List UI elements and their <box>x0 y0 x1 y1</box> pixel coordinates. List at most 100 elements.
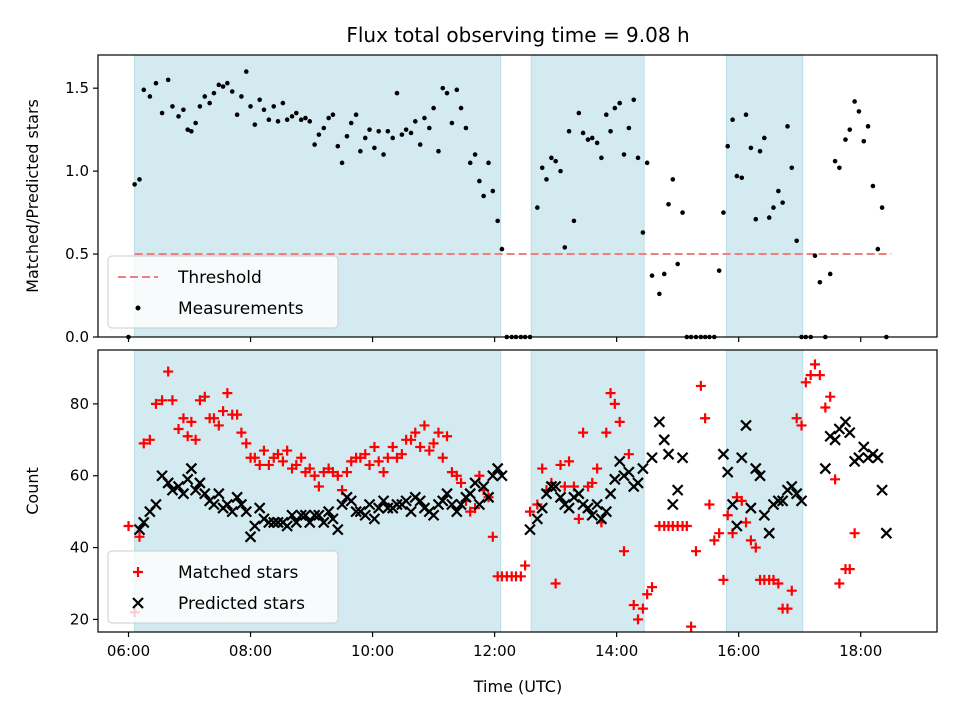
data-point <box>258 445 269 456</box>
data-point <box>176 114 181 119</box>
data-point <box>433 427 444 438</box>
data-point <box>273 449 284 460</box>
data-point <box>612 105 618 111</box>
data-point <box>549 155 554 161</box>
data-point <box>535 205 540 210</box>
data-point <box>410 427 421 438</box>
data-point <box>243 69 249 74</box>
data-point <box>520 560 531 571</box>
data-point <box>653 416 666 428</box>
data-point <box>236 427 247 438</box>
data-point <box>591 498 603 511</box>
data-point <box>367 127 372 132</box>
data-point <box>424 445 435 456</box>
data-point <box>550 578 561 589</box>
data-point <box>676 451 689 464</box>
data-point <box>213 487 225 500</box>
data-point <box>805 370 816 381</box>
legend-label: Measurements <box>178 299 304 319</box>
data-point <box>537 463 548 474</box>
y-tick-label: 60 <box>70 467 89 485</box>
data-point <box>286 509 298 522</box>
data-point <box>444 90 450 96</box>
data-point <box>834 578 845 589</box>
data-point <box>137 516 150 529</box>
x-tick-label: 12:00 <box>473 642 516 660</box>
data-point <box>686 621 697 632</box>
data-point <box>736 495 747 506</box>
data-point <box>225 80 230 86</box>
x-tick-label: 14:00 <box>595 642 638 660</box>
y-axis-label: Count <box>23 467 42 515</box>
legend-swatch <box>132 597 144 609</box>
data-point <box>817 279 823 285</box>
data-point <box>280 100 286 106</box>
data-point <box>477 178 482 184</box>
data-point <box>776 495 789 507</box>
data-point <box>499 246 505 252</box>
data-point <box>637 462 649 475</box>
data-point <box>167 395 178 406</box>
data-point <box>856 109 862 114</box>
data-point <box>843 426 856 439</box>
data-point <box>675 261 680 267</box>
data-point <box>312 142 317 147</box>
data-point <box>642 589 653 600</box>
data-point <box>216 82 222 88</box>
y-tick-label: 0.5 <box>65 245 89 263</box>
data-point <box>549 480 562 493</box>
data-point <box>690 546 701 557</box>
data-point <box>721 466 734 478</box>
data-point <box>257 97 262 103</box>
data-point <box>194 477 206 489</box>
data-point <box>440 85 446 91</box>
data-point <box>326 115 331 121</box>
data-point <box>717 448 730 460</box>
data-point <box>382 452 393 463</box>
data-point <box>621 152 627 157</box>
data-point <box>495 218 500 224</box>
data-point <box>289 114 295 119</box>
data-point <box>232 409 243 420</box>
data-point <box>647 582 658 593</box>
data-point <box>872 451 884 464</box>
data-point <box>680 210 685 215</box>
data-point <box>309 470 320 481</box>
data-point <box>436 148 441 154</box>
data-point <box>830 474 841 485</box>
data-point <box>741 517 752 528</box>
data-point <box>753 216 759 222</box>
data-point <box>536 502 548 514</box>
data-point <box>239 94 244 99</box>
y-tick-label: 20 <box>70 610 89 628</box>
data-point <box>743 112 749 118</box>
data-point <box>199 487 211 500</box>
data-point <box>437 452 448 463</box>
data-point <box>700 413 711 424</box>
data-point <box>458 105 464 111</box>
data-point <box>144 434 155 445</box>
data-point <box>812 253 818 259</box>
x-tick-label: 18:00 <box>839 642 882 660</box>
data-point <box>609 398 620 409</box>
data-point <box>735 451 748 464</box>
data-point <box>132 182 137 187</box>
data-point <box>446 498 458 511</box>
data-point <box>189 129 194 134</box>
data-point <box>585 137 591 142</box>
data-point <box>757 148 763 154</box>
data-point <box>544 177 549 182</box>
legend-box <box>107 255 339 329</box>
data-point <box>637 603 648 614</box>
data-point <box>539 165 545 171</box>
data-point <box>313 509 325 522</box>
data-point <box>123 521 134 532</box>
data-point <box>644 160 650 166</box>
data-point <box>322 505 335 518</box>
data-point <box>153 80 159 86</box>
data-point <box>359 509 372 522</box>
data-point <box>773 578 784 589</box>
data-point <box>776 188 781 194</box>
data-point <box>150 398 161 409</box>
data-point <box>376 129 381 134</box>
